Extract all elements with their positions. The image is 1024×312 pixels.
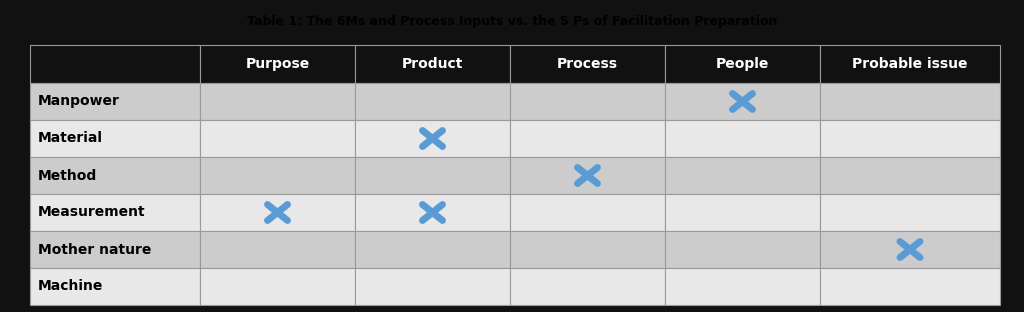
Bar	[510, 83, 665, 120]
Bar	[510, 268, 665, 305]
Bar	[355, 157, 510, 194]
Bar	[665, 231, 820, 268]
Bar	[820, 194, 1000, 231]
Bar	[820, 45, 1000, 83]
Bar	[665, 194, 820, 231]
Bar	[820, 157, 1000, 194]
Bar	[820, 231, 1000, 268]
Bar	[510, 231, 665, 268]
Bar	[510, 120, 665, 157]
Bar	[30, 231, 200, 268]
Text: Mother nature: Mother nature	[38, 242, 152, 256]
Bar	[510, 157, 665, 194]
Bar	[510, 45, 665, 83]
Text: Product: Product	[401, 57, 463, 71]
Bar	[200, 231, 355, 268]
Bar	[30, 157, 200, 194]
Bar	[30, 45, 200, 83]
Bar	[510, 194, 665, 231]
Text: Machine: Machine	[38, 280, 103, 294]
Text: Probable issue: Probable issue	[852, 57, 968, 71]
Text: Process: Process	[557, 57, 618, 71]
Bar	[665, 83, 820, 120]
Bar	[820, 83, 1000, 120]
Bar	[200, 157, 355, 194]
Text: Purpose: Purpose	[246, 57, 309, 71]
Bar	[355, 194, 510, 231]
Bar	[355, 83, 510, 120]
Bar	[820, 268, 1000, 305]
Bar	[200, 45, 355, 83]
Bar	[30, 194, 200, 231]
Bar	[30, 120, 200, 157]
Bar	[665, 268, 820, 305]
Bar	[665, 157, 820, 194]
Bar	[355, 45, 510, 83]
Bar	[30, 83, 200, 120]
Bar	[30, 268, 200, 305]
Bar	[820, 120, 1000, 157]
Text: People: People	[716, 57, 769, 71]
Text: Method: Method	[38, 168, 97, 183]
Bar	[355, 120, 510, 157]
Bar	[665, 120, 820, 157]
Bar	[200, 194, 355, 231]
Bar	[665, 45, 820, 83]
Bar	[200, 120, 355, 157]
Text: Material: Material	[38, 131, 103, 145]
Text: Table 1: The 6Ms and Process Inputs vs. the 5 Ps of Facilitation Preparation: Table 1: The 6Ms and Process Inputs vs. …	[247, 16, 777, 28]
Bar	[355, 268, 510, 305]
Bar	[200, 83, 355, 120]
Bar	[200, 268, 355, 305]
Text: Manpower: Manpower	[38, 95, 120, 109]
Text: Measurement: Measurement	[38, 206, 145, 220]
Bar	[355, 231, 510, 268]
